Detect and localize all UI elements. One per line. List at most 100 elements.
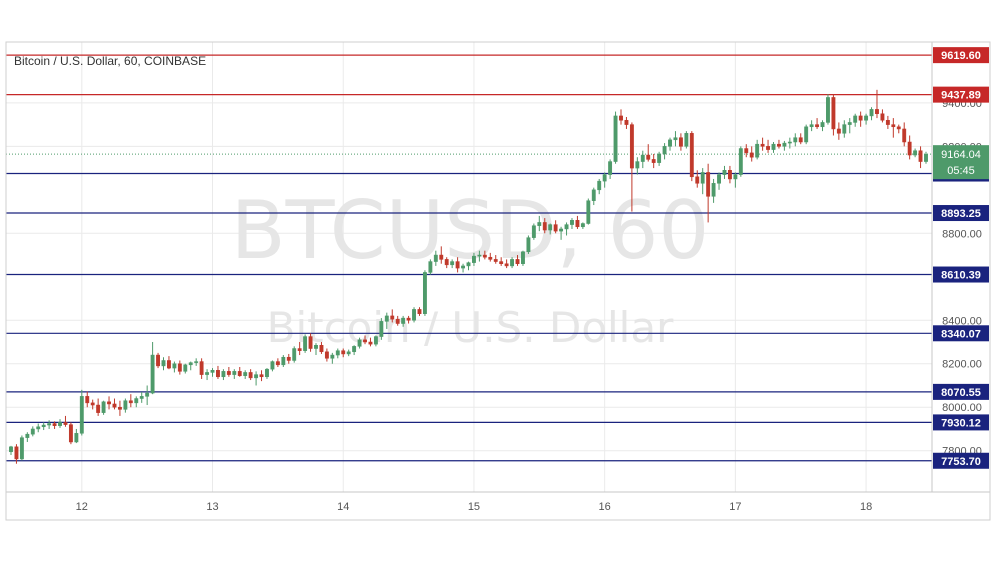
- candle-body: [286, 356, 291, 361]
- candle-up: [194, 358, 199, 366]
- candle-up: [722, 165, 727, 179]
- candle-up: [477, 250, 482, 262]
- candle-body: [112, 403, 117, 408]
- candle-body: [177, 363, 182, 372]
- candle-body: [324, 351, 329, 359]
- candle-body: [548, 224, 553, 231]
- candle-up: [597, 178, 602, 195]
- candle-down: [482, 250, 487, 260]
- level-label-box: [933, 452, 989, 469]
- candle-body: [265, 368, 269, 378]
- candle-up: [847, 118, 852, 134]
- candle-up: [793, 133, 798, 147]
- candle-body: [205, 372, 210, 375]
- candle-up: [510, 257, 515, 269]
- candle-up: [684, 131, 689, 149]
- level-label: 8610.39: [941, 270, 981, 282]
- candle-body: [853, 115, 858, 123]
- candle-down: [226, 367, 231, 377]
- candle-down: [68, 422, 73, 445]
- candle-up: [668, 137, 672, 151]
- candle-body: [493, 259, 498, 262]
- candle-down: [128, 394, 133, 408]
- candle-body: [766, 146, 770, 150]
- candle-body: [673, 137, 678, 141]
- candle-down: [117, 400, 122, 416]
- candle-body: [172, 363, 177, 369]
- candle-body: [74, 433, 79, 443]
- level-label-box: [933, 205, 989, 222]
- candle-up: [537, 215, 542, 232]
- candle-up: [172, 361, 177, 373]
- candle-up: [564, 222, 569, 236]
- candle-down: [880, 109, 885, 123]
- candle-body: [417, 309, 422, 314]
- candle-up: [771, 142, 776, 153]
- time-tick-label: 13: [206, 501, 218, 513]
- candle-body: [308, 336, 313, 349]
- candle-body: [428, 261, 433, 273]
- candle-body: [412, 309, 416, 321]
- candle-body: [128, 400, 133, 404]
- time-tick-label: 15: [468, 501, 480, 513]
- candle-up: [711, 178, 716, 203]
- candle-body: [760, 143, 765, 147]
- candle-body: [706, 172, 711, 197]
- candle-up: [79, 389, 84, 436]
- candle-body: [624, 120, 629, 125]
- level-label-box: [933, 266, 989, 283]
- candle-down: [286, 353, 291, 364]
- candle-body: [907, 141, 912, 156]
- candle-body: [924, 153, 928, 162]
- candle-body: [25, 433, 30, 438]
- candle-up: [221, 369, 226, 381]
- candle-body: [521, 251, 525, 264]
- candle-body: [232, 371, 237, 375]
- candle-body: [210, 370, 215, 373]
- candle-up: [30, 426, 35, 437]
- candle-down: [390, 309, 395, 323]
- candle-down: [858, 111, 863, 127]
- candle-up: [25, 432, 30, 442]
- candle-up: [461, 263, 465, 273]
- candle-up: [346, 349, 351, 357]
- candle-body: [488, 256, 493, 260]
- candle-body: [864, 115, 869, 121]
- candle-body: [804, 126, 809, 143]
- price-tick-label: 8800.00: [942, 228, 982, 240]
- candle-body: [297, 348, 302, 351]
- level-label: 8070.55: [941, 387, 981, 399]
- candle-body: [526, 237, 531, 253]
- price-tick-label: 8200.00: [942, 359, 982, 371]
- candle-body: [777, 143, 781, 147]
- candle-up: [738, 146, 743, 177]
- candle-body: [139, 396, 144, 399]
- level-label-box: [933, 414, 989, 431]
- candle-body: [161, 360, 166, 367]
- candle-up: [820, 120, 825, 132]
- candle-body: [717, 174, 721, 184]
- candle-up: [74, 428, 79, 444]
- candle-body: [646, 154, 651, 160]
- candle-body: [292, 348, 297, 361]
- candle-down: [395, 315, 400, 326]
- candle-up: [548, 223, 553, 235]
- candle-body: [36, 426, 41, 430]
- candle-body: [575, 220, 580, 228]
- candle-body: [858, 115, 863, 121]
- candle-body: [635, 161, 640, 169]
- level-label: 8893.25: [941, 208, 981, 220]
- candle-up: [265, 368, 269, 379]
- candle-down: [216, 365, 220, 379]
- candle-body: [738, 148, 743, 175]
- candle-down: [744, 144, 749, 158]
- candle-up: [205, 369, 210, 381]
- price-axis: 7800.008000.008200.008400.008800.009200.…: [942, 98, 982, 458]
- candle-body: [58, 422, 62, 426]
- time-axis: 12 13 14 15 16 17 18: [76, 501, 873, 513]
- candle-up: [232, 369, 237, 379]
- candle-body: [608, 161, 613, 175]
- candle-up: [314, 343, 318, 356]
- candle-body: [439, 254, 444, 260]
